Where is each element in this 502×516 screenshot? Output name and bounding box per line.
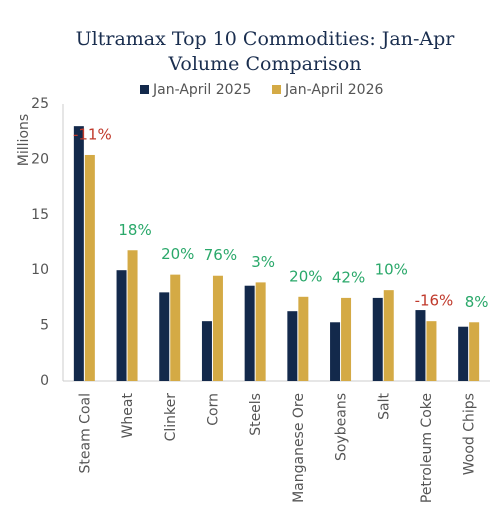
- x-tick-label: Wheat: [120, 392, 136, 438]
- legend-swatch: [272, 85, 281, 94]
- change-label: 20%: [161, 245, 194, 263]
- bar: [127, 250, 138, 381]
- change-label: 76%: [204, 246, 237, 264]
- y-tick-label: 15: [31, 207, 49, 223]
- y-axis-label: Millions: [16, 114, 32, 166]
- x-tick-label: Steels: [248, 393, 264, 436]
- chart-subtitle: Volume Comparison: [167, 53, 361, 75]
- x-tick-label: Wood Chips: [462, 393, 478, 475]
- x-tick-label: Salt: [376, 393, 392, 420]
- bar: [84, 154, 95, 381]
- bar: [212, 275, 223, 381]
- bar: [383, 290, 394, 381]
- bar: [341, 297, 352, 381]
- y-tick-label: 10: [31, 262, 49, 278]
- bar: [298, 296, 309, 381]
- bar: [255, 282, 266, 381]
- y-tick-label: 0: [40, 373, 49, 389]
- legend-label: Jan-April 2026: [284, 82, 383, 98]
- bar: [458, 326, 469, 381]
- legend-label: Jan-April 2025: [152, 82, 251, 98]
- change-label: -11%: [73, 125, 112, 143]
- bar: [116, 270, 127, 381]
- change-label: 20%: [289, 267, 322, 285]
- change-label: 42%: [332, 268, 365, 286]
- bar: [372, 297, 383, 381]
- bar: [287, 311, 298, 381]
- bar: [170, 274, 181, 381]
- bar: [415, 310, 426, 381]
- change-label: 18%: [118, 221, 151, 239]
- bar: [330, 322, 341, 381]
- change-label: -16%: [415, 292, 454, 310]
- y-tick-label: 20: [31, 151, 49, 167]
- bar: [159, 292, 170, 381]
- y-tick-label: 25: [31, 96, 49, 112]
- bar: [469, 322, 480, 381]
- bar: [201, 321, 212, 381]
- bar: [244, 285, 255, 381]
- x-tick-label: Petroleum Coke: [419, 393, 435, 503]
- x-tick-label: Clinker: [163, 393, 179, 442]
- legend-swatch: [140, 85, 149, 94]
- bar: [426, 321, 437, 381]
- x-tick-label: Corn: [205, 393, 221, 426]
- change-label: 10%: [375, 261, 408, 279]
- chart-title: Ultramax Top 10 Commodities: Jan-Apr: [76, 28, 456, 50]
- change-label: 3%: [251, 253, 275, 271]
- x-tick-label: Manganese Ore: [291, 393, 307, 503]
- change-label: 8%: [465, 293, 489, 311]
- y-tick-label: 5: [40, 318, 49, 334]
- x-tick-label: Soybeans: [334, 393, 350, 461]
- x-tick-label: Steam Coal: [77, 393, 93, 473]
- bar: [73, 126, 84, 381]
